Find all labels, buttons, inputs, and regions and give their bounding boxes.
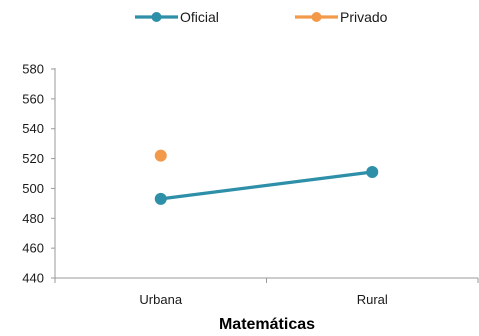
x-axis: Urbana Rural bbox=[54, 277, 479, 307]
legend-label: Oficial bbox=[180, 9, 219, 25]
y-axis: 440 460 480 500 520 540 560 580 bbox=[22, 62, 56, 286]
y-tick-label: 580 bbox=[22, 62, 44, 77]
x-tick-label: Rural bbox=[357, 292, 388, 307]
legend-swatch-marker bbox=[311, 12, 322, 22]
y-tick-label: 560 bbox=[22, 91, 44, 106]
data-point bbox=[366, 166, 379, 179]
y-tick-label: 440 bbox=[22, 271, 44, 286]
data-point bbox=[154, 149, 167, 162]
series-line bbox=[160, 170, 373, 201]
data-point bbox=[154, 192, 167, 205]
y-tick-label: 460 bbox=[22, 241, 44, 256]
legend: Oficial Privado bbox=[135, 9, 388, 25]
x-axis-label: Matemáticas bbox=[219, 316, 315, 333]
legend-swatch-marker bbox=[151, 12, 162, 22]
y-tick-label: 540 bbox=[22, 121, 44, 136]
y-tick-label: 480 bbox=[22, 211, 44, 226]
y-tick-label: 500 bbox=[22, 181, 44, 196]
y-tick-label: 520 bbox=[22, 151, 44, 166]
series-layer bbox=[154, 149, 379, 205]
x-tick-label: Urbana bbox=[139, 292, 182, 307]
legend-label: Privado bbox=[340, 9, 388, 25]
